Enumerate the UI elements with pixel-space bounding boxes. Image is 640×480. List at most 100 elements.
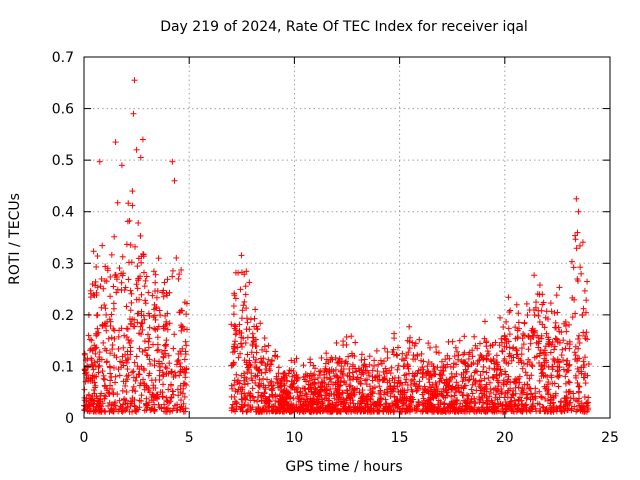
data-point [361,403,368,410]
data-point [401,363,408,370]
data-point [370,399,377,406]
data-point [163,397,170,404]
data-point [542,314,549,321]
data-point [146,312,153,319]
data-point [302,390,309,397]
data-point [468,373,475,380]
data-point [571,349,578,356]
data-point [135,371,142,378]
data-point [433,349,440,356]
data-point [551,357,558,364]
data-point [427,372,434,379]
data-point [452,396,459,403]
data-point [262,369,269,376]
data-point [105,335,112,342]
data-point [514,351,521,358]
data-point [433,343,440,350]
data-point [515,405,522,412]
data-point [557,403,564,410]
data-point [281,374,288,381]
data-point [373,347,380,354]
data-point [563,328,570,335]
data-point [123,334,130,341]
data-point [259,346,266,353]
data-point [486,393,493,400]
data-point [144,352,151,359]
data-point [585,360,592,367]
data-point [580,358,587,365]
data-point [290,368,297,375]
data-point [245,366,252,373]
data-point [119,253,126,260]
data-point [172,372,179,379]
data-point [278,375,285,382]
data-point [281,395,288,402]
data-point [179,323,186,330]
data-point [241,298,248,305]
data-point [573,374,580,381]
data-point [111,335,118,342]
data-point [578,270,585,277]
data-point [388,407,395,414]
data-point [460,385,467,392]
data-point [334,379,341,386]
data-point [508,357,515,364]
data-point [425,376,432,383]
data-point [108,373,115,380]
data-point [410,356,417,363]
data-point [181,356,188,363]
data-point [91,292,98,299]
data-point [495,379,502,386]
data-point [242,392,249,399]
data-point [340,371,347,378]
data-point [476,383,483,390]
data-point [178,327,185,334]
data-point [261,343,268,350]
data-point [401,389,408,396]
data-point [489,401,496,408]
data-point [141,407,148,414]
data-point [574,365,581,372]
data-point [548,374,555,381]
data-point [425,340,432,347]
data-point [129,202,136,209]
data-point [137,380,144,387]
data-point [152,271,159,278]
data-point [566,379,573,386]
data-point [125,276,132,283]
data-point [568,258,575,265]
data-point [545,408,552,415]
data-point [318,378,325,385]
data-point [577,264,584,271]
data-point [165,352,172,359]
data-point [527,335,534,342]
data-point [392,398,399,405]
data-point [389,385,396,392]
data-point [93,393,100,400]
data-point [580,408,587,415]
data-point [162,322,169,329]
data-point [536,282,543,289]
data-point [152,377,159,384]
data-point [469,353,476,360]
data-point [327,386,334,393]
data-point [239,307,246,314]
data-point [575,383,582,390]
data-point [322,386,329,393]
data-point [99,368,106,375]
data-point [310,407,317,414]
data-point [102,305,109,312]
data-point [484,397,491,404]
data-point [127,241,134,248]
data-point [499,347,506,354]
data-point [116,327,123,334]
data-point [110,300,117,307]
data-point [376,383,383,390]
data-point [138,291,145,298]
data-point [427,402,434,409]
data-point [541,347,548,354]
data-point [256,376,263,383]
data-point [247,390,254,397]
data-point [118,408,125,415]
data-point [92,282,99,289]
